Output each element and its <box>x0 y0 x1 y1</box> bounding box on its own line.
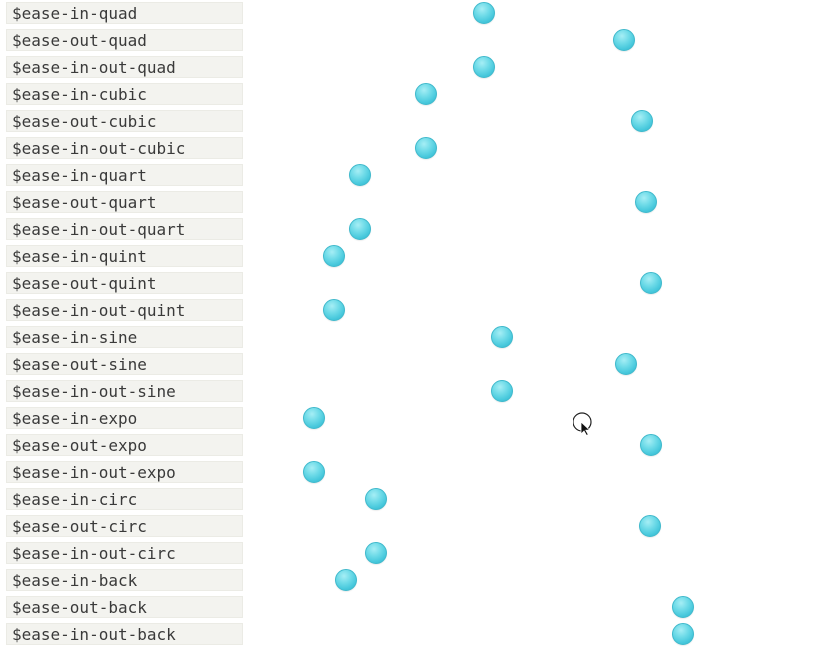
easing-row: $ease-out-back <box>0 594 822 621</box>
easing-row: $ease-in-out-cubic <box>0 135 822 162</box>
easing-label: $ease-out-quart <box>6 191 243 213</box>
easing-label: $ease-out-quad <box>6 29 243 51</box>
easing-row: $ease-out-sine <box>0 351 822 378</box>
easing-row: $ease-out-circ <box>0 513 822 540</box>
easing-row: $ease-in-circ <box>0 486 822 513</box>
easing-ball <box>640 272 663 294</box>
easing-row: $ease-in-cubic <box>0 81 822 108</box>
easing-row: $ease-in-out-circ <box>0 540 822 567</box>
easing-ball <box>634 191 657 213</box>
easing-row: $ease-in-out-quint <box>0 297 822 324</box>
easing-row: $ease-in-quart <box>0 162 822 189</box>
easing-ball <box>472 2 495 24</box>
easing-row: $ease-in-back <box>0 567 822 594</box>
easing-ball <box>638 515 661 537</box>
easing-ball <box>671 596 694 618</box>
easing-label: $ease-in-back <box>6 569 243 591</box>
easing-ball <box>364 488 387 510</box>
easing-ball <box>671 623 694 645</box>
easing-ball <box>364 542 387 564</box>
easing-row: $ease-in-out-expo <box>0 459 822 486</box>
easing-label: $ease-in-out-back <box>6 623 243 645</box>
easing-row: $ease-out-quart <box>0 189 822 216</box>
easing-label: $ease-in-expo <box>6 407 243 429</box>
easing-row: $ease-in-out-quad <box>0 54 822 81</box>
easing-label: $ease-in-out-quart <box>6 218 243 240</box>
easing-row: $ease-out-quad <box>0 27 822 54</box>
easing-ball <box>302 407 325 429</box>
easing-ball <box>349 218 372 240</box>
easing-ball <box>414 137 437 159</box>
easing-ball <box>349 164 372 186</box>
easing-row: $ease-in-sine <box>0 324 822 351</box>
easing-label: $ease-out-back <box>6 596 243 618</box>
easing-ball <box>615 353 638 375</box>
easing-row: $ease-out-cubic <box>0 108 822 135</box>
easing-label: $ease-in-out-expo <box>6 461 243 483</box>
easing-ball <box>323 299 346 321</box>
easing-label: $ease-in-sine <box>6 326 243 348</box>
easing-ball <box>414 83 437 105</box>
easing-label: $ease-in-out-quad <box>6 56 243 78</box>
easing-ball <box>612 29 635 51</box>
easing-label: $ease-out-circ <box>6 515 243 537</box>
easing-label: $ease-in-out-cubic <box>6 137 243 159</box>
easing-label: $ease-in-quint <box>6 245 243 267</box>
easing-ball <box>490 326 513 348</box>
easing-row: $ease-in-out-sine <box>0 378 822 405</box>
easing-label: $ease-out-cubic <box>6 110 243 132</box>
easing-row: $ease-in-out-quart <box>0 216 822 243</box>
easing-label: $ease-out-expo <box>6 434 243 456</box>
easing-label: $ease-in-cubic <box>6 83 243 105</box>
easing-label: $ease-out-quint <box>6 272 243 294</box>
easing-ball <box>472 56 495 78</box>
easing-label: $ease-in-out-sine <box>6 380 243 402</box>
easing-row: $ease-out-expo <box>0 432 822 459</box>
easing-label: $ease-out-sine <box>6 353 243 375</box>
easing-ball <box>490 380 513 402</box>
easing-ball <box>630 110 653 132</box>
easing-label: $ease-in-quart <box>6 164 243 186</box>
easing-label: $ease-in-circ <box>6 488 243 510</box>
easing-row: $ease-out-quint <box>0 270 822 297</box>
easing-ball <box>323 245 346 267</box>
easing-label: $ease-in-out-quint <box>6 299 243 321</box>
arrow-cursor-icon <box>573 412 592 436</box>
easing-ball <box>302 461 325 483</box>
easing-label: $ease-in-quad <box>6 2 243 24</box>
easing-row: $ease-in-quint <box>0 243 822 270</box>
easing-row: $ease-in-expo <box>0 405 822 432</box>
easing-row: $ease-in-out-back <box>0 621 822 648</box>
easing-label: $ease-in-out-circ <box>6 542 243 564</box>
easing-row: $ease-in-quad <box>0 0 822 27</box>
easing-ball <box>640 434 663 456</box>
easing-ball <box>334 569 357 591</box>
